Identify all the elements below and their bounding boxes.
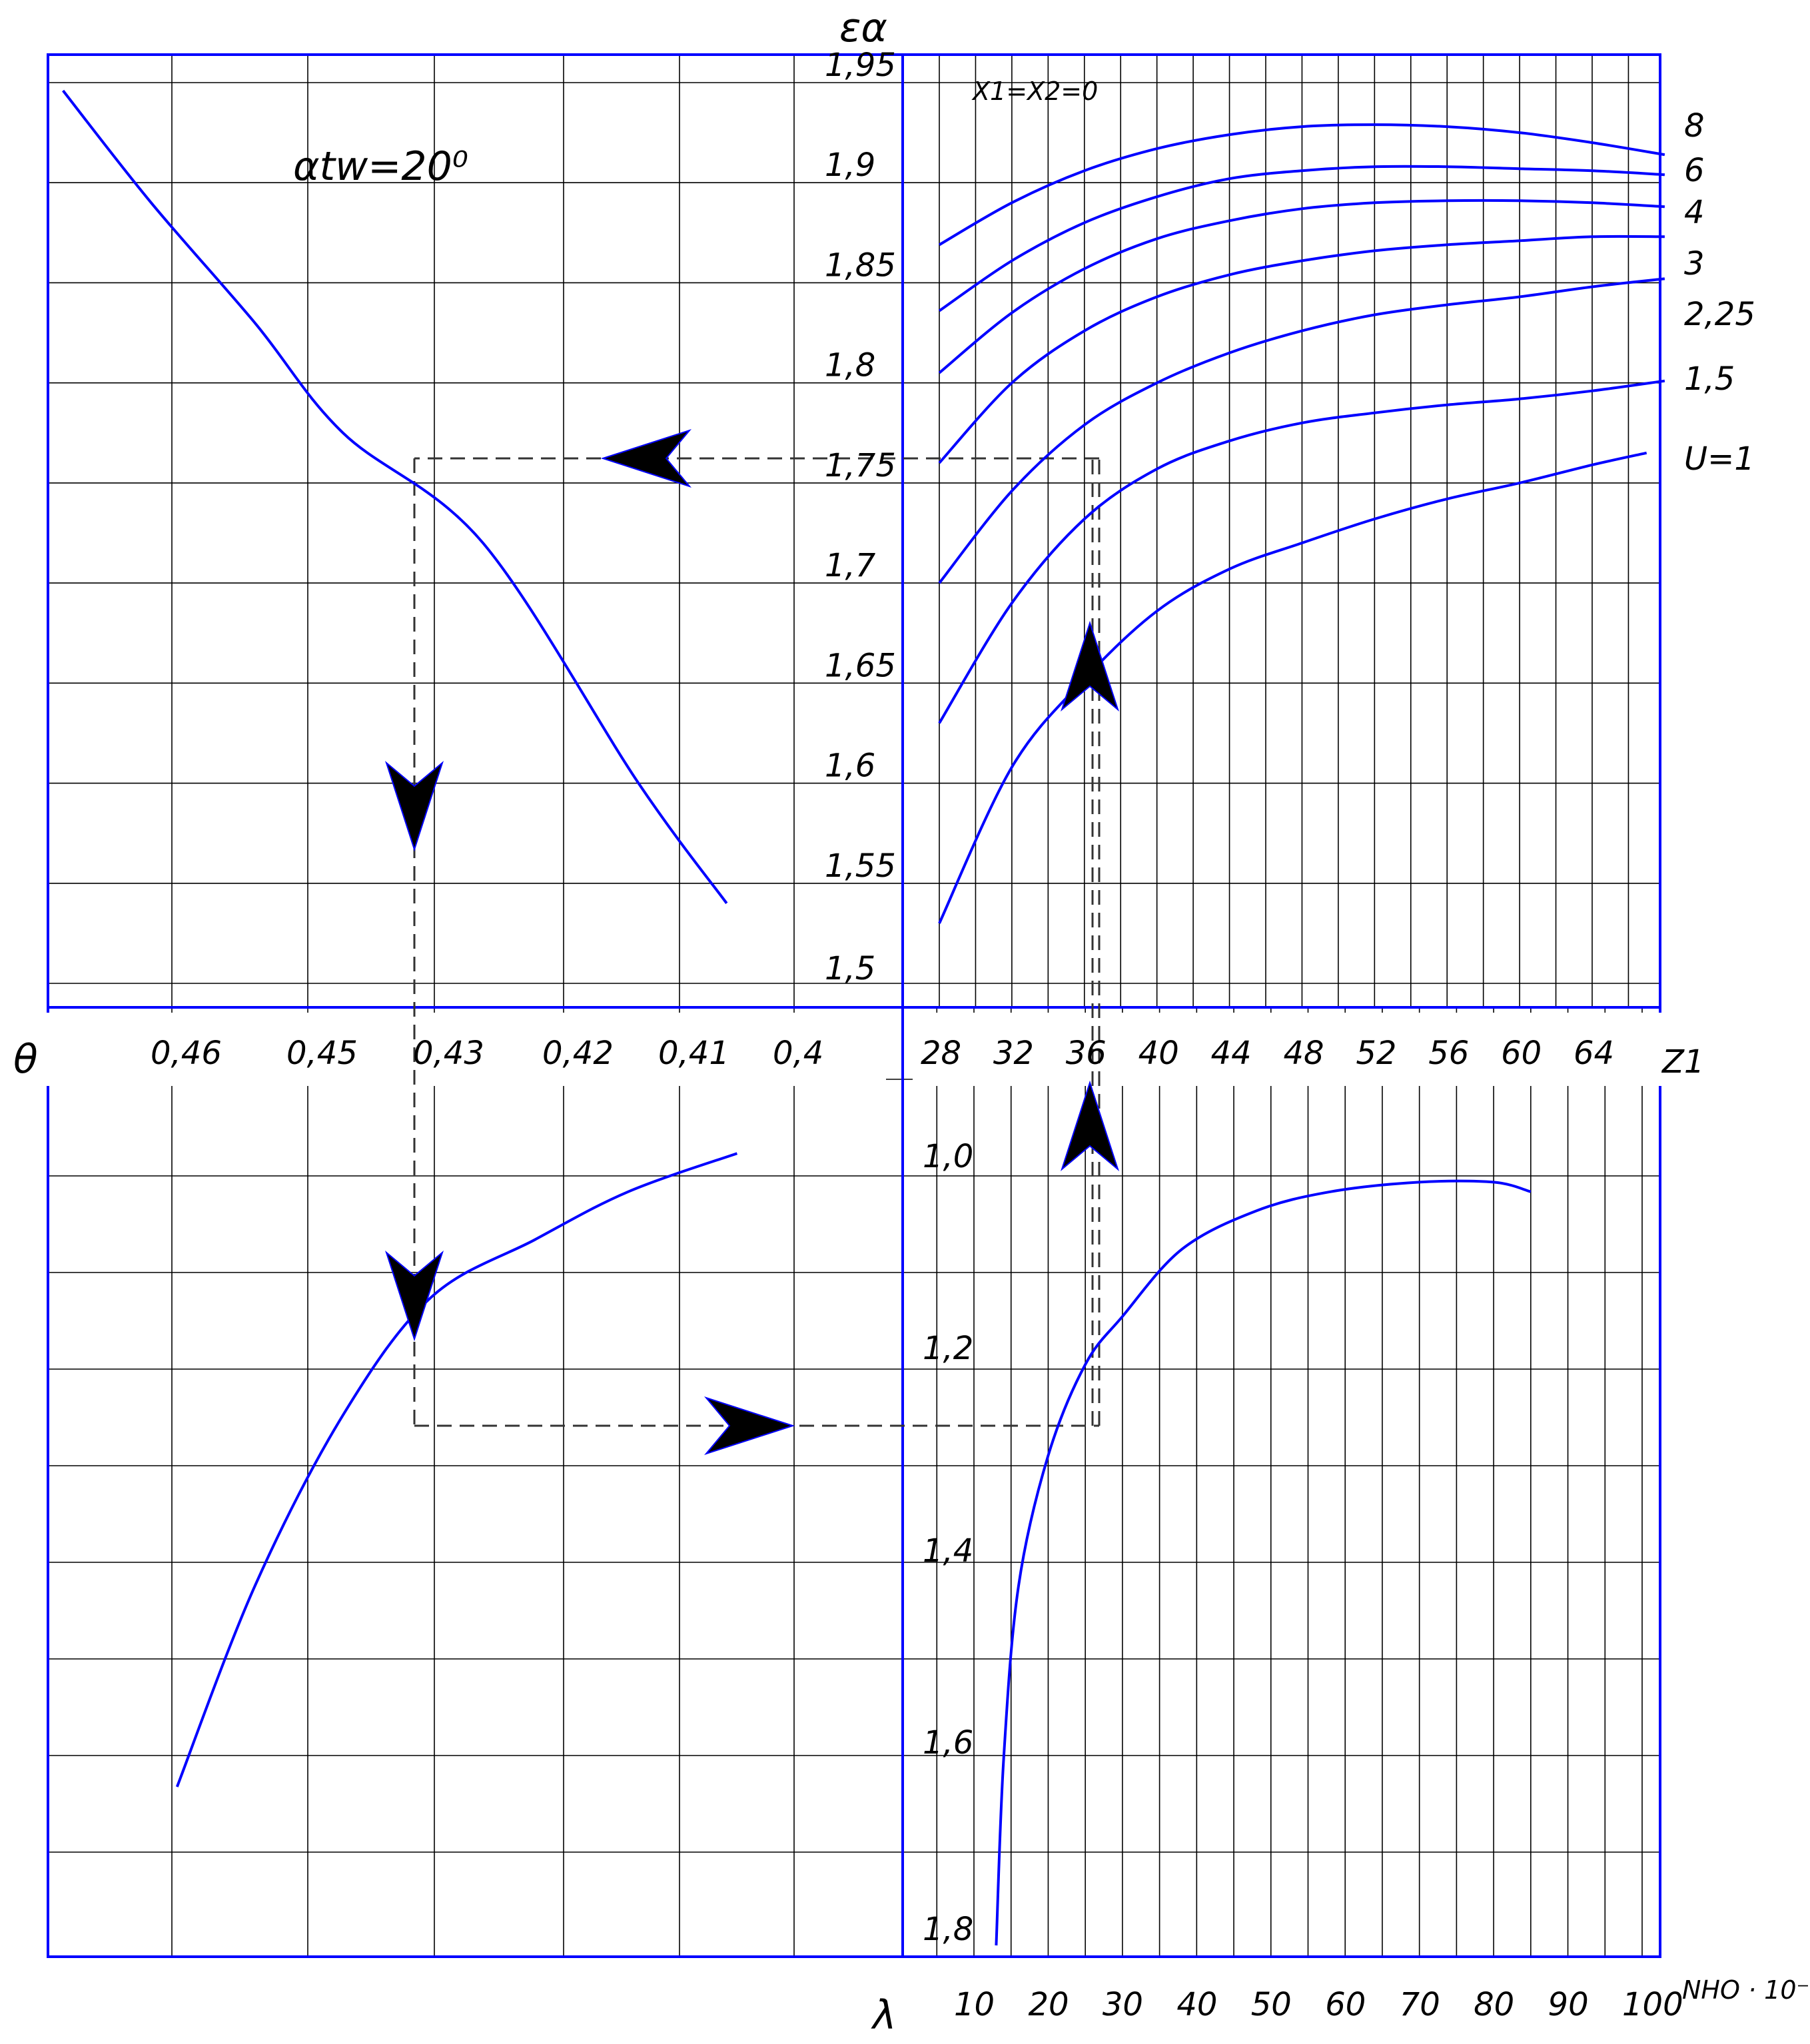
z-tick-label: 60 <box>1501 1035 1542 1072</box>
theta-label-strip <box>0 1013 886 1086</box>
n-tick-label: 20 <box>1028 1986 1069 2023</box>
n-tick-label: 80 <box>1474 1986 1514 2023</box>
curve-eps-z <box>938 199 1665 374</box>
series-label: 3 <box>1684 245 1705 282</box>
theta-tick-label: 0,45 <box>286 1035 358 1072</box>
n-tick-label: 70 <box>1400 1986 1440 2023</box>
arrow-right <box>704 1396 795 1456</box>
grid-lines <box>48 55 1660 1957</box>
eps-tick-label: 1,9 <box>825 147 875 184</box>
arrow-down-lower <box>384 1251 444 1342</box>
series-label: U=1 <box>1684 440 1755 478</box>
z-tick-label: 28 <box>921 1035 961 1072</box>
z-tick-label: 64 <box>1574 1035 1614 1072</box>
curves: U=1 1,5 2,25 3 4 6 8 <box>62 89 1755 1946</box>
z-tick-label: 56 <box>1428 1035 1469 1072</box>
guide-lines <box>413 457 1101 1427</box>
curve-eps-z <box>938 165 1665 312</box>
z-tick-label: 44 <box>1211 1035 1252 1072</box>
x-note-label: X1=X2=0 <box>971 77 1098 106</box>
z-tick-label: 52 <box>1356 1035 1396 1072</box>
eps-tick-label: 1,85 <box>825 247 896 284</box>
lambda-tick-label: 1,0 <box>923 1138 973 1175</box>
n-tick-label: 30 <box>1103 1986 1143 2023</box>
eps-tick-label: 1,75 <box>825 447 896 484</box>
outer-frame <box>47 53 1661 1958</box>
n-tick-label: 90 <box>1548 1986 1589 2023</box>
curve-eps-theta <box>62 89 728 904</box>
z-tick-label: 40 <box>1138 1035 1179 1072</box>
n-label-strip <box>923 1962 1789 2042</box>
lambda-axis-label: λ <box>871 1992 897 2039</box>
arrow-down-upper <box>384 761 444 852</box>
epsilon-axis-label: εα <box>839 5 887 51</box>
z-axis-label: Z1 <box>1661 1043 1704 1081</box>
lambda-tick-label: 1,4 <box>923 1532 973 1570</box>
theta-axis-label: θ <box>13 1036 38 1083</box>
series-label: 4 <box>1684 194 1705 231</box>
series-label: 1,5 <box>1684 360 1735 398</box>
tick-labels: 1,51,551,61,651,71,751,81,851,91,950,46 0… <box>151 47 1683 2023</box>
curve-eps-z <box>938 277 1665 584</box>
curve-eps-z <box>938 451 1647 924</box>
eps-tick-label: 1,55 <box>825 847 896 885</box>
n-tick-label: 40 <box>1176 1986 1217 2023</box>
lambda-tick-label: 1,6 <box>923 1724 973 1762</box>
z-tick-label: 32 <box>993 1035 1034 1072</box>
n-tick-label: 100 <box>1622 1986 1683 2023</box>
z-tick-label: 36 <box>1066 1035 1107 1072</box>
theta-tick-label: 0,42 <box>542 1035 614 1072</box>
arrows <box>384 428 1120 1456</box>
series-label: 2,25 <box>1684 296 1755 333</box>
curve-lambda-n <box>995 1179 1532 1946</box>
alpha-note-label: αtw=20⁰ <box>293 143 468 190</box>
theta-tick-label: 0,43 <box>413 1035 484 1072</box>
curve-eps-z <box>938 379 1665 724</box>
theta-tick-label: 0,46 <box>151 1035 222 1072</box>
chart-frame <box>0 53 1803 2042</box>
arrow-up-upper <box>1060 620 1120 712</box>
curve-lambda-theta <box>175 1152 738 1788</box>
curve-eps-z <box>938 235 1665 464</box>
series-label: 8 <box>1684 107 1705 145</box>
theta-tick-label: 0,41 <box>658 1035 729 1072</box>
lambda-tick-label: 1,8 <box>923 1911 973 1948</box>
z-label-strip <box>913 1013 1803 1086</box>
n-tick-label: 50 <box>1251 1986 1292 2023</box>
eps-tick-label: 1,65 <box>825 647 896 684</box>
eps-tick-label: 1,5 <box>825 950 875 987</box>
series-label: 6 <box>1684 152 1705 189</box>
arrow-up-lower <box>1060 1080 1120 1171</box>
eps-tick-label: 1,6 <box>825 748 875 785</box>
lambda-tick-label: 1,2 <box>923 1330 973 1367</box>
curve-eps-z <box>938 123 1665 247</box>
arrow-left <box>600 428 691 488</box>
eps-tick-label: 1,95 <box>825 47 896 84</box>
theta-tick-label: 0,4 <box>773 1035 823 1072</box>
n-axis-label: NHO · 10⁻⁶ <box>1682 1975 1810 2005</box>
eps-tick-label: 1,7 <box>825 547 876 584</box>
n-tick-label: 60 <box>1325 1986 1366 2023</box>
z-tick-label: 48 <box>1283 1035 1324 1072</box>
n-tick-label: 10 <box>954 1986 995 2023</box>
eps-tick-label: 1,8 <box>825 347 875 384</box>
